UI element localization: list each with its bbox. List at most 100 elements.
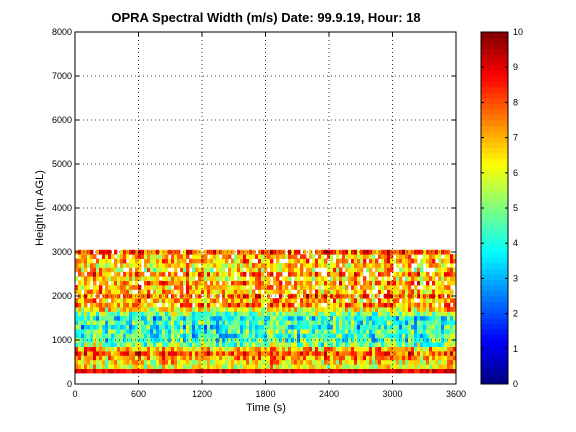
heatmap-cell <box>114 302 118 308</box>
heatmap-cell <box>291 368 295 374</box>
heatmap-cell <box>375 364 379 369</box>
heatmap-cell <box>126 333 130 339</box>
heatmap-cell <box>222 263 226 268</box>
heatmap-cell <box>120 355 124 361</box>
heatmap-cell <box>288 342 292 347</box>
heatmap-cell <box>318 311 322 317</box>
heatmap-cell <box>153 320 157 325</box>
heatmap-cell <box>141 254 145 259</box>
heatmap-cell <box>126 351 130 356</box>
heatmap-cell <box>306 276 310 281</box>
heatmap-cell <box>267 333 271 339</box>
colorbar-step <box>481 147 508 154</box>
heatmap-cell <box>108 315 112 321</box>
heatmap-cell <box>213 333 217 339</box>
heatmap-cell <box>234 320 238 325</box>
heatmap-cell <box>441 355 445 361</box>
heatmap-cell <box>282 307 286 312</box>
heatmap-cell <box>228 346 232 352</box>
heatmap-cell <box>291 337 295 343</box>
heatmap-cell <box>336 311 340 317</box>
heatmap-cell <box>135 311 139 317</box>
heatmap-cell <box>339 276 343 281</box>
heatmap-cell <box>75 267 79 273</box>
heatmap-cell <box>192 285 196 290</box>
heatmap-cell <box>165 329 169 334</box>
heatmap-cell <box>162 280 166 286</box>
heatmap-cell <box>117 280 121 286</box>
heatmap-cell <box>426 298 430 303</box>
heatmap-cell <box>99 346 103 352</box>
heatmap-cell <box>345 368 349 374</box>
heatmap-cell <box>174 346 178 352</box>
heatmap-cell <box>183 351 187 356</box>
heatmap-cell <box>324 298 328 303</box>
heatmap-cell <box>246 315 250 321</box>
heatmap-cell <box>414 359 418 365</box>
heatmap-cell <box>243 342 247 347</box>
heatmap-cell <box>357 289 361 295</box>
heatmap-cell <box>276 289 280 295</box>
heatmap-cell <box>231 263 235 268</box>
heatmap-cell <box>333 263 337 268</box>
heatmap-cell <box>360 337 364 343</box>
heatmap-cell <box>453 324 457 330</box>
heatmap-cell <box>207 342 211 347</box>
heatmap-cell <box>420 307 424 312</box>
heatmap-cell <box>78 298 82 303</box>
heatmap-cell <box>321 355 325 361</box>
heatmap-cell <box>354 320 358 325</box>
heatmap-cell <box>204 289 208 295</box>
heatmap-cell <box>378 329 382 334</box>
heatmap-cell <box>177 315 181 321</box>
heatmap-cell <box>303 346 307 352</box>
heatmap-cell <box>105 337 109 343</box>
heatmap-cell <box>261 368 265 374</box>
heatmap-cell <box>165 320 169 325</box>
heatmap-cell <box>141 311 145 317</box>
heatmap-cell <box>303 263 307 268</box>
heatmap-cell <box>324 346 328 352</box>
heatmap-cell <box>153 254 157 259</box>
heatmap-cell <box>363 315 367 321</box>
heatmap-cell <box>363 307 367 312</box>
heatmap-cell <box>135 280 139 286</box>
heatmap-cell <box>237 276 241 281</box>
heatmap-cell <box>375 280 379 286</box>
heatmap-cell <box>195 342 199 347</box>
heatmap-cell <box>114 342 118 347</box>
heatmap-cell <box>261 271 265 277</box>
heatmap-cell <box>186 267 190 273</box>
heatmap-cell <box>108 271 112 277</box>
heatmap-cell <box>228 333 232 339</box>
heatmap-cell <box>399 324 403 330</box>
heatmap-cell <box>294 351 298 356</box>
heatmap-cell <box>150 271 154 277</box>
heatmap-cell <box>363 276 367 281</box>
heatmap-cell <box>288 329 292 334</box>
heatmap-cell <box>357 342 361 347</box>
heatmap-cell <box>423 276 427 281</box>
heatmap-cell <box>114 280 118 286</box>
heatmap-cell <box>438 359 442 365</box>
heatmap-cell <box>207 258 211 264</box>
heatmap-cell <box>111 307 115 312</box>
heatmap-cell <box>300 271 304 277</box>
heatmap-cell <box>150 359 154 365</box>
heatmap-cell <box>147 285 151 290</box>
heatmap-cell <box>114 346 118 352</box>
heatmap-cell <box>294 280 298 286</box>
heatmap-cell <box>183 298 187 303</box>
heatmap-cell <box>183 320 187 325</box>
heatmap-cell <box>351 311 355 317</box>
heatmap-cell <box>264 276 268 281</box>
heatmap-cell <box>405 276 409 281</box>
heatmap-cell <box>240 355 244 361</box>
heatmap-cell <box>252 346 256 352</box>
heatmap-cell <box>111 285 115 290</box>
x-tick-label: 3000 <box>382 389 402 399</box>
heatmap-cell <box>129 293 133 299</box>
heatmap-cell <box>210 258 214 264</box>
heatmap-cell <box>276 298 280 303</box>
heatmap-cell <box>225 293 229 299</box>
